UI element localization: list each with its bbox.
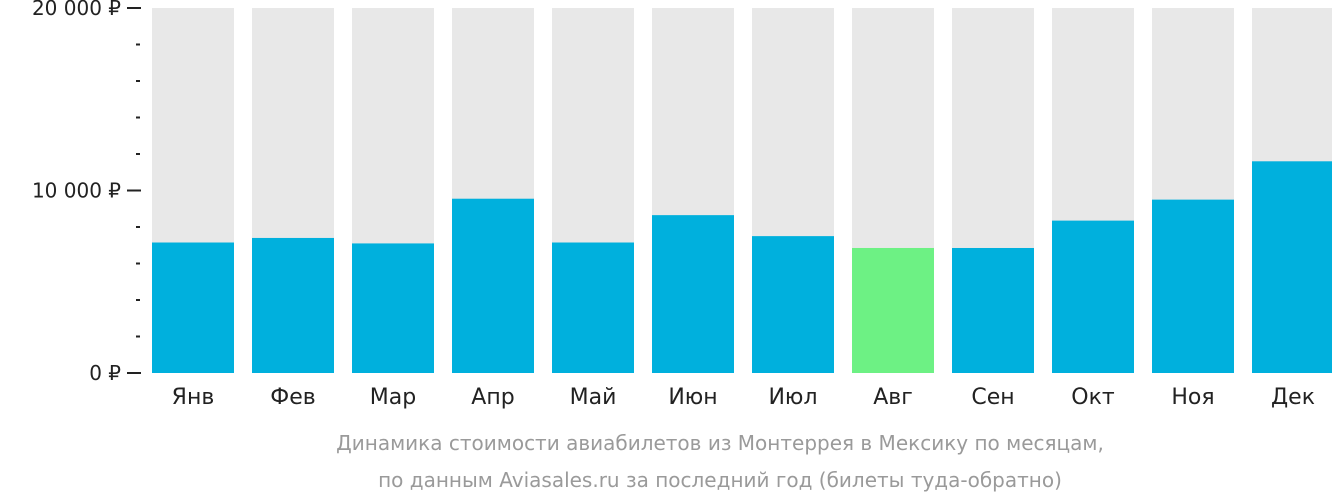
y-tick-label: 20 000 ₽ bbox=[32, 0, 121, 20]
x-tick-label: Окт bbox=[1071, 385, 1115, 410]
bar bbox=[152, 242, 234, 373]
bar bbox=[452, 198, 534, 373]
bar bbox=[352, 243, 434, 373]
x-tick-label: Дек bbox=[1271, 385, 1315, 410]
x-tick-label: Фев bbox=[270, 385, 315, 410]
y-tick-label: 0 ₽ bbox=[89, 361, 121, 385]
bar bbox=[652, 215, 734, 373]
bar bbox=[252, 237, 334, 373]
y-tick-label: 10 000 ₽ bbox=[32, 179, 121, 203]
bar bbox=[1052, 220, 1134, 373]
bar bbox=[952, 247, 1034, 373]
x-tick-label: Июл bbox=[768, 385, 817, 410]
bar bbox=[1252, 161, 1332, 373]
x-tick-label: Ноя bbox=[1171, 385, 1214, 410]
price-chart: 0 ₽ 10 000 ₽ 20 000 ₽ Янв Фев Мар Апр Май Июн Июл… bbox=[32, 0, 1332, 410]
x-tick-label: Янв bbox=[172, 385, 215, 410]
x-tick-label: Авг bbox=[873, 385, 913, 410]
x-tick-label: Мар bbox=[370, 385, 416, 410]
x-tick-label: Сен bbox=[971, 385, 1014, 410]
x-tick-label: Июн bbox=[668, 385, 717, 410]
bar bbox=[552, 242, 634, 373]
x-tick-label: Май bbox=[570, 385, 617, 410]
bar bbox=[1152, 199, 1234, 373]
chart-caption-line-2: по данным Aviasales.ru за последний год … bbox=[378, 468, 1062, 492]
bar bbox=[852, 247, 934, 373]
x-tick-label: Апр bbox=[471, 385, 514, 410]
bar bbox=[752, 236, 834, 373]
chart-caption-line-1: Динамика стоимости авиабилетов из Монтер… bbox=[336, 431, 1104, 455]
